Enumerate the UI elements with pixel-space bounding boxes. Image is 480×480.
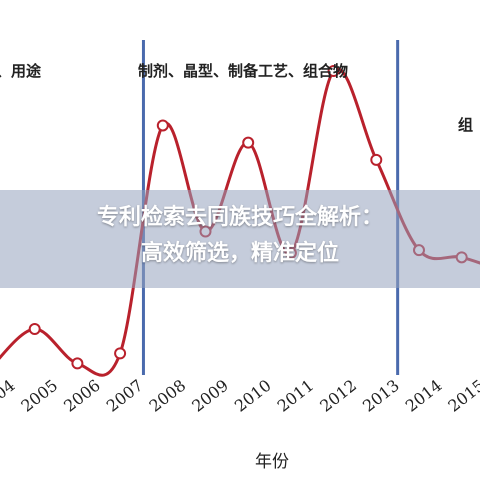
x-tick-2007: 2007 (103, 376, 147, 416)
x-tick-labels: 2004200520062007200820092010201120122013… (0, 376, 480, 416)
x-tick-2012: 2012 (316, 376, 360, 416)
data-point-2007 (114, 347, 127, 360)
x-tick-2010: 2010 (231, 376, 275, 416)
x-tick-2015: 2015 (444, 376, 480, 416)
stage-label-left: 、用途 (0, 62, 42, 80)
x-tick-2004: 2004 (0, 376, 19, 416)
stage-label-middle: 制剂、晶型、制备工艺、组合物 (138, 62, 348, 80)
data-point-2012 (327, 65, 340, 77)
data-point-2013 (370, 153, 383, 166)
x-tick-2013: 2013 (359, 376, 403, 416)
x-tick-2005: 2005 (17, 376, 61, 416)
x-tick-2006: 2006 (60, 376, 104, 416)
x-tick-2008: 2008 (146, 376, 190, 416)
data-point-2005 (28, 323, 41, 335)
data-point-2006 (71, 357, 84, 370)
stage-label-right: 组 (458, 116, 473, 134)
data-point-2008 (156, 119, 169, 132)
title-banner (0, 190, 480, 288)
x-axis-label: 年份 (255, 452, 289, 472)
banner-title: 专利检索去同族技巧全解析： 高效筛选，精准定位 (0, 200, 480, 272)
x-tick-2014: 2014 (402, 376, 446, 416)
banner-title-line-2: 高效筛选，精准定位 (140, 241, 339, 266)
banner-title-line-1: 专利检索去同族技巧全解析： (96, 205, 383, 230)
x-tick-2011: 2011 (274, 376, 318, 416)
data-point-2010 (242, 136, 255, 149)
x-tick-2009: 2009 (188, 376, 232, 416)
